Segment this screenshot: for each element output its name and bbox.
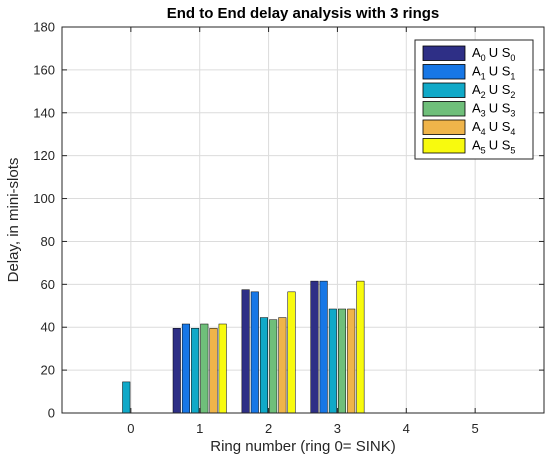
x-axis-ticks: 0 1 2 3 4 5 [127, 27, 479, 436]
bar-series-2-cat-1 [191, 328, 200, 414]
y-tick-label: 100 [33, 191, 55, 206]
legend-swatch [422, 119, 466, 135]
y-tick-label: 180 [33, 20, 55, 35]
legend-label: A3 U S3 [472, 101, 515, 119]
x-tick-label: 4 [403, 421, 410, 436]
chart-title: End to End delay analysis with 3 rings [167, 5, 440, 22]
bar-series-4-cat-3 [347, 308, 356, 414]
bar-series-1-cat-2 [250, 291, 259, 414]
bars [122, 280, 365, 414]
bar-series-2-cat-2 [259, 317, 268, 414]
y-tick-label: 80 [41, 234, 55, 249]
bar-series-5-cat-3 [356, 280, 365, 414]
bar-series-3-cat-1 [200, 323, 209, 414]
bar-series-4-cat-2 [278, 317, 287, 414]
bar-series-5-cat-1 [218, 323, 227, 414]
y-tick-label: 60 [41, 277, 55, 292]
y-tick-label: 160 [33, 62, 55, 77]
bar-series-2-cat-0 [122, 381, 131, 414]
y-axis-label: Delay, in mini-slots [5, 158, 22, 283]
x-tick-label: 3 [334, 421, 341, 436]
legend-label: A5 U S5 [472, 138, 515, 156]
x-axis-label: Ring number (ring 0= SINK) [210, 438, 396, 455]
plot-border [61, 26, 545, 414]
bar-series-2-cat-3 [328, 308, 337, 414]
bar-series-0-cat-3 [310, 280, 319, 414]
x-tick-label: 0 [127, 421, 134, 436]
bar-series-0-cat-1 [172, 328, 181, 414]
x-tick-label: 1 [196, 421, 203, 436]
bar-series-1-cat-3 [319, 280, 328, 414]
bar-series-1-cat-1 [181, 323, 190, 414]
bar-series-3-cat-3 [338, 308, 347, 414]
legend-label: A4 U S4 [472, 119, 515, 137]
x-tick-label: 2 [265, 421, 272, 436]
bar-series-4-cat-1 [209, 328, 218, 414]
y-tick-label: 120 [33, 148, 55, 163]
y-tick-label: 20 [41, 363, 55, 378]
x-tick-label: 5 [472, 421, 479, 436]
y-axis-ticks: 0 20 40 60 80 100 120 140 160 180 [33, 20, 544, 421]
legend-label: A0 U S0 [472, 45, 515, 63]
bar-series-0-cat-2 [241, 289, 250, 414]
y-tick-label: 40 [41, 320, 55, 335]
legend-swatch [422, 82, 466, 98]
legend-label: A2 U S2 [472, 82, 515, 100]
y-tick-label: 0 [48, 406, 55, 421]
y-tick-label: 140 [33, 105, 55, 120]
legend-swatch [422, 64, 466, 80]
bar-series-5-cat-2 [287, 291, 296, 414]
legend-swatch [422, 101, 466, 117]
legend-label: A1 U S1 [472, 64, 515, 82]
legend-swatch [422, 45, 466, 61]
legend-swatch [422, 138, 466, 154]
bar-series-3-cat-2 [269, 319, 278, 414]
